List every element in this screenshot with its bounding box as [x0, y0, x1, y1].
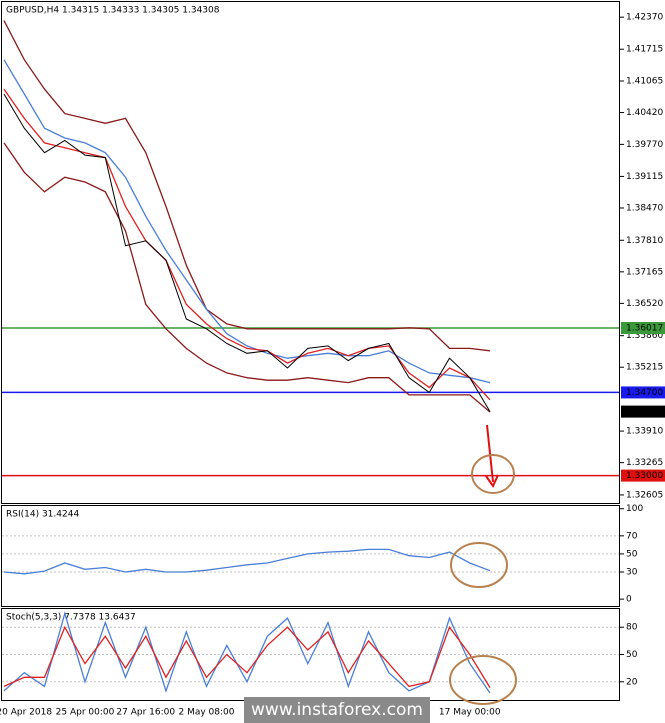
- level-tag: [621, 321, 665, 334]
- y-tick-label: 1.42370: [626, 13, 663, 23]
- rsi-frame: [1, 505, 620, 607]
- last-price-tag: [621, 405, 665, 418]
- y-tick-label: 70: [626, 531, 638, 541]
- last-price-label: 1.34308: [626, 407, 663, 417]
- y-tick-label: 1.37165: [626, 267, 663, 277]
- x-tick-label: 25 Apr 00:00: [56, 708, 115, 718]
- y-tick-label: 1.39115: [626, 172, 663, 182]
- y-tick-label: 30: [626, 568, 638, 578]
- circle: [471, 454, 515, 494]
- y-tick-label: 0: [626, 595, 632, 605]
- y-tick-label: 1.35215: [626, 363, 663, 373]
- y-tick-label: 1.41715: [626, 45, 663, 55]
- circle: [450, 542, 508, 588]
- y-tick-label: 50: [626, 650, 638, 660]
- y-tick-label: 1.37810: [626, 236, 663, 246]
- level-tag: [621, 469, 665, 482]
- level-label: 1.36017: [626, 323, 663, 333]
- series-line: [3, 625, 491, 688]
- y-tick-label: 1.36520: [626, 299, 663, 309]
- arrow-head: [485, 474, 499, 489]
- panel-title: GBPUSD,H4 1.34315 1.34333 1.34305 1.3430…: [6, 6, 220, 16]
- series-line: [3, 548, 491, 575]
- circle: [449, 655, 517, 705]
- main-frame: [1, 1, 620, 504]
- y-tick-label: 1.33910: [626, 427, 663, 437]
- y-tick-label: 1.40420: [626, 108, 663, 118]
- x-tick-label: 27 Apr 16:00: [116, 708, 175, 718]
- layer: GBPUSD,H4 1.34315 1.34333 1.34305 1.3430…: [0, 6, 665, 718]
- x-tick-label: 20 Apr 2018: [0, 708, 52, 718]
- y-tick-label: 1.39770: [626, 140, 663, 150]
- y-tick-label: 20: [626, 677, 638, 687]
- level-tag: [621, 386, 665, 399]
- y-tick-label: 100: [626, 504, 643, 514]
- series-line: [3, 142, 491, 413]
- level-label: 1.33000: [626, 471, 663, 481]
- y-tick-label: 1.33265: [626, 458, 663, 468]
- series-line: [3, 611, 491, 694]
- watermark: www.instaforex.com: [251, 700, 423, 720]
- x-tick-label: 17 May 00:00: [439, 708, 501, 718]
- series-line: [3, 88, 491, 401]
- arrow: [486, 424, 494, 483]
- panel-title: Stoch(5,3,3) 7.7378 13.6437: [6, 613, 136, 623]
- y-tick-label: 80: [626, 623, 638, 633]
- y-tick-label: 1.41065: [626, 77, 663, 87]
- series-line: [3, 59, 491, 384]
- y-tick-label: 1.32605: [626, 490, 663, 500]
- x-tick-label: 2 May 08:00: [179, 708, 235, 718]
- series-line: [3, 93, 491, 412]
- y-tick-label: 1.38470: [626, 203, 663, 213]
- panel-title: RSI(14) 31.4244: [6, 510, 79, 520]
- series-line: [3, 20, 491, 352]
- level-label: 1.34700: [626, 388, 663, 398]
- y-tick-label: 1.35860: [626, 331, 663, 341]
- y-tick-label: 50: [626, 549, 638, 559]
- watermark-box: [244, 697, 430, 723]
